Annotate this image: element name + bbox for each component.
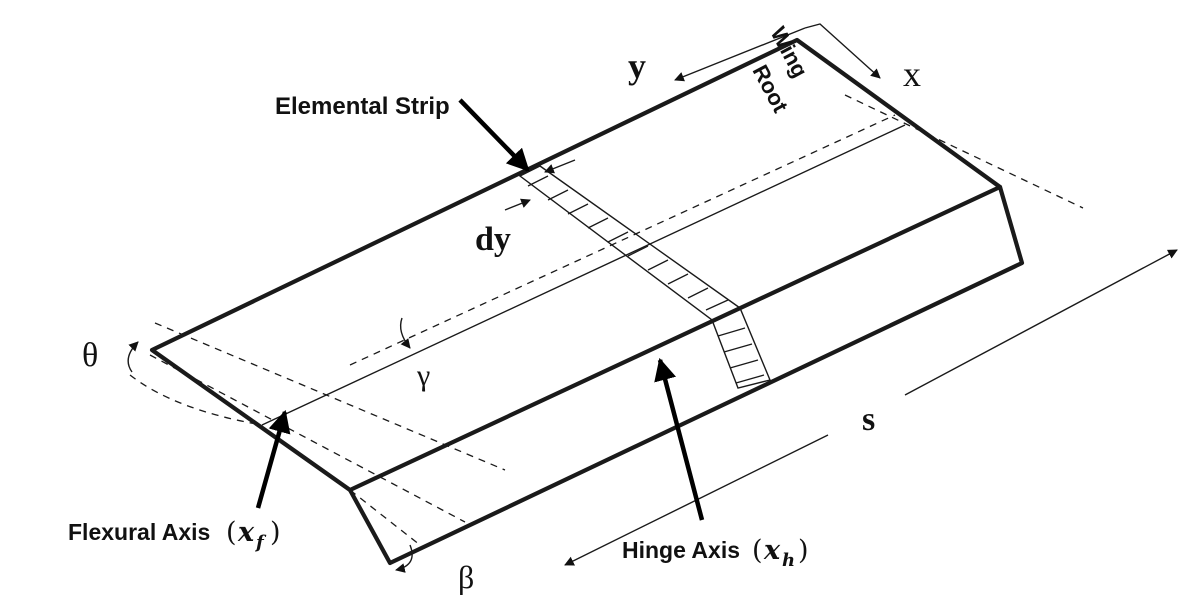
svg-text:): ): [270, 517, 281, 548]
hinge-axis-label: Hinge Axis ( x h ): [622, 535, 809, 571]
span-label: s: [862, 401, 875, 438]
elemental-strip-label: Elemental Strip: [275, 93, 450, 120]
axis-arrows: [674, 23, 881, 82]
y-axis-label: y: [628, 46, 646, 86]
svg-text:Hinge Axis: Hinge Axis: [622, 537, 740, 563]
root-dashed-line: [844, 94, 1084, 209]
svg-text:x: x: [237, 517, 255, 548]
theta-arrow: [127, 341, 139, 373]
reference-dashed-line: [154, 322, 506, 471]
theta-dashed-arc: [129, 374, 263, 426]
flexural-axis-line: [261, 124, 906, 426]
elemental-strip: [518, 165, 771, 389]
callout-arrows: [255, 98, 705, 521]
dy-label: dy: [475, 221, 511, 258]
gamma-label: γ: [416, 359, 430, 392]
flexural-axis-callout: [255, 409, 291, 509]
flexural-axis-label: Flexural Axis ( x f ): [68, 517, 281, 553]
beta-label: β: [458, 559, 474, 595]
hinge-axis-callout: [654, 357, 705, 521]
svg-text:Flexural Axis: Flexural Axis: [68, 519, 210, 545]
svg-text:h: h: [782, 550, 795, 571]
dy-arrows: [504, 159, 576, 211]
svg-text:f: f: [254, 532, 267, 553]
theta-label: θ: [82, 337, 98, 374]
svg-text:(: (: [752, 535, 763, 566]
svg-text:x: x: [763, 535, 781, 566]
x-axis-label: x: [903, 54, 921, 94]
y-axis-arrow: [674, 27, 806, 82]
span-arrow-inboard: [904, 249, 1178, 396]
svg-text:(: (: [226, 517, 237, 548]
beta-arrow: [395, 544, 413, 573]
inboard-dashed-line: [349, 114, 896, 366]
beta-dashed-line: [349, 489, 421, 546]
x-axis-arrow: [804, 23, 881, 79]
svg-text:): ): [798, 535, 809, 566]
gamma-angle-arc: [399, 317, 411, 349]
construction-lines: [129, 94, 1084, 546]
elemental-strip-callout: [458, 98, 530, 172]
